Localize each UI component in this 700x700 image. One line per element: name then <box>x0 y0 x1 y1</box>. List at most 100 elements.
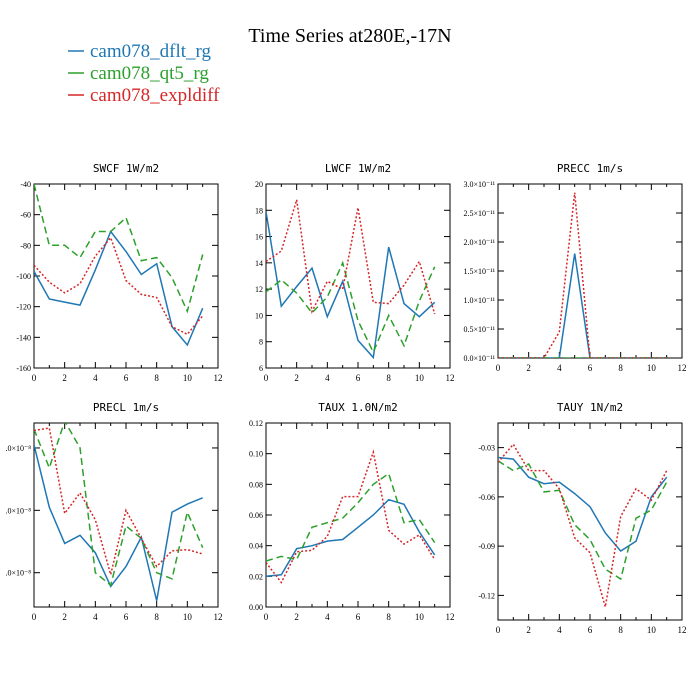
x-tick-label: 8 <box>618 363 623 373</box>
y-tick-label: -120 <box>16 303 31 312</box>
panel-title: LWCF 1W/m2 <box>325 162 391 175</box>
y-tick-label: -0.12 <box>478 591 495 600</box>
y-tick-label: 0.08 <box>249 480 263 489</box>
figure-title: Time Series at280E,-17N <box>248 25 451 47</box>
x-tick-label: 12 <box>214 373 223 383</box>
y-tick-label: 0.02 <box>249 572 263 581</box>
x-tick-label: 0 <box>264 612 269 622</box>
panel-title: PRECC 1m/s <box>557 162 623 175</box>
x-tick-label: 12 <box>214 612 223 622</box>
y-tick-label: -100 <box>16 272 31 281</box>
series-line <box>266 449 436 584</box>
y-tick-label: .0×10⁻⁸ <box>5 444 31 453</box>
chart-panel: LWCF 1W/m2 0 2 4 6 8 10 12 6 8 10 12 14 16 18 20 <box>255 162 455 383</box>
x-tick-label: 4 <box>557 625 562 635</box>
series-line <box>34 236 204 336</box>
x-tick-label: 6 <box>124 373 129 383</box>
y-tick-label: -40 <box>20 180 31 189</box>
series-line <box>34 229 204 347</box>
plot-frame <box>33 422 219 608</box>
y-tick-label: 0.0×10⁻¹¹ <box>463 354 495 363</box>
x-tick-label: 0 <box>496 363 501 373</box>
chart-panel: TAUX 1.0N/m2 0 2 4 6 8 10 12 0.00 0.02 0.04 0.06 0.0… <box>249 401 455 622</box>
x-tick-label: 12 <box>446 373 455 383</box>
x-tick-label: 0 <box>496 625 501 635</box>
x-tick-label: 10 <box>415 373 425 383</box>
x-tick-label: 6 <box>356 612 361 622</box>
series-line <box>34 423 204 587</box>
y-tick-label: 0.10 <box>249 450 263 459</box>
y-tick-label: 8 <box>259 338 263 347</box>
x-tick-label: 4 <box>93 612 98 622</box>
y-tick-label: 0.12 <box>249 419 263 428</box>
series-line <box>498 456 668 552</box>
series-line <box>34 184 204 314</box>
x-tick-label: 2 <box>294 373 299 383</box>
x-tick-label: 6 <box>588 363 593 373</box>
x-tick-label: 12 <box>678 363 687 373</box>
x-tick-label: 0 <box>32 373 37 383</box>
x-tick-label: 0 <box>32 612 37 622</box>
x-tick-label: 12 <box>446 612 455 622</box>
y-tick-label: -80 <box>20 241 31 250</box>
series-line <box>498 192 667 358</box>
y-tick-label: 16 <box>255 233 263 242</box>
series-line <box>498 253 667 358</box>
series-line <box>266 199 436 315</box>
y-tick-label: 0.06 <box>249 511 263 520</box>
chart-panel: PRECL 1m/s 0 2 4 6 8 10 12 .0×10⁻⁸ .0×10⁻⁸ .0×10⁻⁸ <box>5 401 222 622</box>
y-tick-label: 2.5×10⁻¹¹ <box>463 209 495 218</box>
x-tick-label: 8 <box>154 373 159 383</box>
plot-frame <box>497 183 683 359</box>
y-tick-label: 0.00 <box>249 603 263 612</box>
chart-panel: PRECC 1m/s 0 2 4 6 8 10 12 0.0×10⁻¹¹ 0.5×10⁻¹¹ 1.0… <box>463 162 686 373</box>
chart-panel: TAUY 1N/m2 0 2 4 6 8 10 12 -0.12 -0.09 -0.06 -0.03 <box>478 401 686 635</box>
y-tick-label: 0.5×10⁻¹¹ <box>463 325 495 334</box>
panel-title: TAUY 1N/m2 <box>557 401 623 414</box>
x-tick-label: 10 <box>415 612 425 622</box>
x-tick-label: 10 <box>647 363 657 373</box>
y-tick-label: 1.0×10⁻¹¹ <box>463 296 495 305</box>
x-tick-label: 2 <box>526 625 531 635</box>
series-line <box>266 211 436 360</box>
y-tick-label: 0.04 <box>249 542 263 551</box>
y-tick-label: 3.0×10⁻¹¹ <box>463 180 495 189</box>
y-tick-label: 12 <box>255 285 263 294</box>
series-line <box>266 498 436 578</box>
x-tick-label: 4 <box>325 373 330 383</box>
plot-frame <box>33 183 219 369</box>
panel-title: SWCF 1W/m2 <box>93 162 159 175</box>
y-tick-label: .0×10⁻⁸ <box>5 569 31 578</box>
legend-label: cam078_qt5_rg <box>90 63 209 84</box>
x-tick-label: 2 <box>62 373 67 383</box>
series-line <box>34 427 203 578</box>
x-tick-label: 8 <box>386 373 391 383</box>
panel-title: TAUX 1.0N/m2 <box>318 401 397 414</box>
legend-label: cam078_dflt_rg <box>90 41 212 62</box>
y-tick-label: -0.06 <box>478 493 495 502</box>
y-tick-label: 18 <box>255 206 263 215</box>
plot-frame <box>265 422 451 608</box>
chart-panels: SWCF 1W/m2 0 2 4 6 8 10 12 -160 -140 -120 -100 -80 -6… <box>5 162 686 635</box>
x-tick-label: 4 <box>557 363 562 373</box>
plot-frame <box>497 422 683 621</box>
series-line <box>34 444 203 601</box>
x-tick-label: 2 <box>62 612 67 622</box>
x-tick-label: 10 <box>183 612 193 622</box>
panel-title: PRECL 1m/s <box>93 401 159 414</box>
series-line <box>266 260 436 355</box>
x-tick-label: 0 <box>264 373 269 383</box>
x-tick-label: 8 <box>154 612 159 622</box>
y-tick-label: -60 <box>20 211 31 220</box>
x-tick-label: 10 <box>183 373 193 383</box>
y-tick-label: 6 <box>259 364 263 373</box>
y-tick-label: 2.0×10⁻¹¹ <box>463 238 495 247</box>
x-tick-label: 8 <box>618 625 623 635</box>
legend-label: cam078_expldiff <box>90 85 220 106</box>
y-tick-label: -0.03 <box>478 444 495 453</box>
y-tick-label: -160 <box>16 364 31 373</box>
x-tick-label: 2 <box>294 612 299 622</box>
legend: cam078_dflt_rgcam078_qt5_rgcam078_expldi… <box>68 41 220 106</box>
x-tick-label: 6 <box>588 625 593 635</box>
